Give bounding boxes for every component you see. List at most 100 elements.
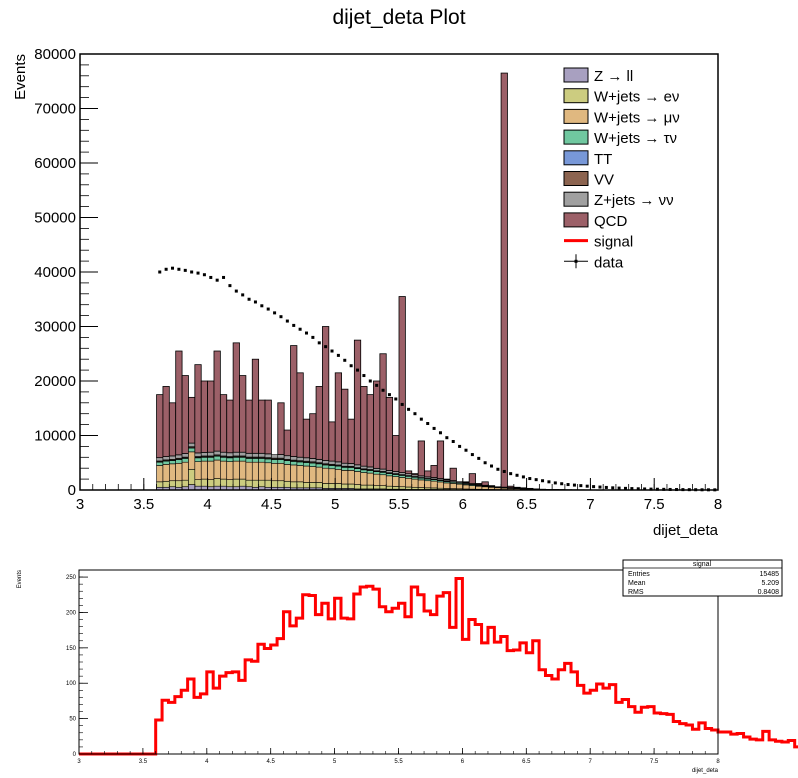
data-point: [419, 417, 423, 421]
legend-swatch: [563, 67, 589, 83]
stats-value: 15485: [760, 571, 780, 578]
stack-bar-W_munu: [405, 477, 413, 488]
stack-bar-qcd: [353, 339, 362, 466]
data-point: [330, 349, 334, 353]
stack-bar-W_taunu: [194, 457, 202, 462]
x-tick-label: 5.5: [389, 496, 410, 513]
stack-bar-Zjets_nunu: [188, 442, 196, 447]
stack-bar-W_enu: [398, 486, 406, 490]
y-tick-label: 250: [66, 575, 77, 581]
stack-bar-qcd: [322, 326, 330, 461]
data-point: [279, 315, 283, 319]
stack-bar-qcd: [296, 372, 304, 458]
stack-bar-W_taunu: [328, 465, 336, 470]
stack-bar-qcd: [417, 440, 425, 477]
stack-bar-W_taunu: [360, 469, 368, 473]
stack-bar-W_munu: [194, 461, 202, 480]
legend-label: Z+jets → νν: [594, 192, 674, 209]
data-point: [407, 407, 411, 411]
stack-bar-W_taunu: [232, 456, 240, 462]
stack-bar-W_munu: [328, 468, 336, 484]
stack-bar-W_munu: [258, 461, 266, 481]
stack-bar-W_enu: [258, 479, 266, 488]
y-tick-label: 0: [73, 752, 77, 758]
data-point: [356, 368, 360, 372]
stack-bar-qcd: [207, 380, 215, 453]
stack-bar-qcd: [264, 399, 272, 455]
x-tick-label: 3.5: [133, 496, 154, 513]
data-point: [247, 297, 251, 301]
stack-bar-Zjets_nunu: [245, 453, 253, 458]
stack-bar-qcd: [334, 372, 342, 463]
legend-label: signal: [594, 234, 633, 251]
stack-bar-W_taunu: [322, 464, 330, 469]
data-point: [579, 484, 583, 488]
data-point: [164, 267, 168, 271]
stack-bar-W_taunu: [283, 460, 291, 465]
stack-bar-W_enu: [207, 479, 215, 488]
stack-bar-W_taunu: [302, 462, 310, 467]
data-point: [260, 304, 264, 308]
stack-bar-W_enu: [232, 478, 240, 488]
y-tick-label: 30000: [34, 319, 76, 336]
stack-bar-W_enu: [162, 480, 170, 488]
stats-label: Entries: [628, 571, 650, 578]
legend: Z → ll W+jets → eν W+jets → μν W+jets → τν T…: [563, 67, 680, 271]
stack-bar-W_enu: [341, 483, 349, 489]
stack-bar-W_enu: [385, 485, 393, 490]
data-point: [349, 364, 353, 368]
data-point: [547, 480, 551, 484]
stack-bar-qcd: [443, 478, 451, 481]
stack-bar-W_munu: [373, 473, 381, 486]
stack-bar-W_taunu: [162, 460, 170, 465]
x-tick-label: 4: [203, 496, 211, 513]
stack-bar-Zjets_nunu: [232, 451, 240, 457]
stack-bar-W_munu: [251, 461, 259, 481]
stack-bar-Zjets_nunu: [200, 452, 208, 457]
stack-bar-qcd: [232, 342, 240, 453]
stack-bar-Zjets_nunu: [354, 464, 362, 468]
stack-bar-W_taunu: [373, 471, 381, 475]
stack-bar-W_munu: [290, 464, 298, 483]
stack-bar-Zjets_nunu: [309, 458, 317, 463]
x-tick-label: 8: [716, 759, 720, 765]
stack-bar-qcd: [258, 399, 266, 454]
data-point: [541, 479, 545, 483]
x-tick-label: 7: [589, 759, 593, 765]
stack-bar-W_enu: [188, 468, 196, 485]
stack-bar-W_munu: [302, 465, 310, 483]
data-point: [617, 486, 621, 490]
stack-bar-W_taunu: [245, 458, 253, 463]
stack-bar-W_enu: [200, 478, 208, 487]
data-point: [521, 475, 525, 479]
stack-bar-Zjets_nunu: [290, 456, 298, 461]
stack-bar-W_taunu: [251, 458, 259, 463]
stack-bar-W_enu: [239, 478, 247, 487]
stack-bar-Zjets_nunu: [258, 453, 266, 458]
stack-bar-qcd: [213, 350, 221, 452]
stack-bar-qcd: [519, 487, 527, 489]
stack-bar-W_munu: [200, 460, 208, 480]
stack-bar-W_munu: [181, 461, 189, 481]
stack-bar-qcd: [341, 388, 349, 464]
stack-bar-W_taunu: [200, 456, 208, 462]
data-point: [241, 293, 245, 297]
stack-bar-qcd: [239, 375, 247, 453]
stack-bar-W_munu: [385, 475, 393, 487]
stack-bar-qcd: [168, 402, 177, 457]
x-tick-label: 4.5: [261, 496, 282, 513]
stack-bar-W_munu: [443, 482, 451, 489]
y-tick-label: 70000: [34, 101, 76, 118]
stack-bar-W_enu: [271, 480, 279, 488]
stack-bar-W_enu: [277, 480, 285, 488]
stack-bar-W_taunu: [169, 460, 177, 465]
stack-bar-W_taunu: [398, 475, 406, 478]
data-point: [572, 483, 576, 487]
y-axis-label: Events: [17, 570, 23, 588]
stack-bar-W_munu: [354, 471, 362, 485]
y-tick-label: 80000: [34, 46, 76, 63]
stack-bar-qcd: [513, 486, 521, 489]
data-point: [222, 275, 226, 279]
stats-label: RMS: [628, 589, 644, 596]
stack-bar-W_taunu: [213, 455, 221, 461]
